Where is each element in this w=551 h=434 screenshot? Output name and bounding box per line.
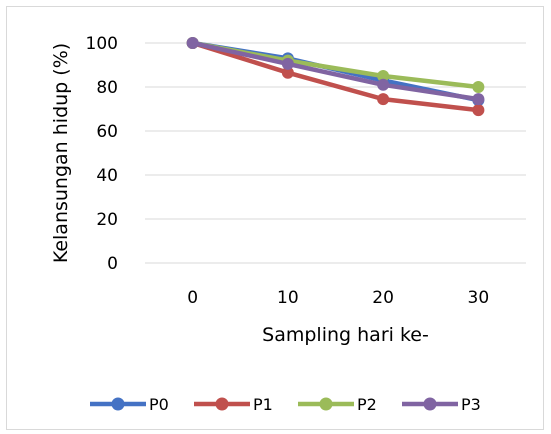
x-tick-labels: 0 10 20 30 [187, 288, 489, 308]
x-axis-title: Sampling hari ke- [262, 324, 429, 346]
x-tick-label: 30 [468, 288, 490, 308]
legend-marker [111, 397, 125, 411]
legend-label: P1 [253, 395, 273, 414]
data-point [472, 104, 485, 117]
data-point [377, 70, 390, 82]
x-tick-label: 0 [187, 288, 198, 308]
x-tick-label: 20 [372, 288, 394, 308]
legend-item-p1: P1 [194, 395, 273, 414]
legend-item-p0: P0 [90, 395, 169, 414]
data-point [377, 93, 390, 106]
series-line [191, 40, 479, 113]
legend-label: P3 [461, 395, 481, 414]
y-axis-title: Kelansungan hidup (%) [50, 43, 72, 263]
legend-item-p3: P3 [402, 395, 481, 414]
y-tick-label: 80 [96, 78, 118, 98]
y-tick-label: 40 [96, 166, 118, 186]
data-point [281, 57, 294, 70]
chart-frame [6, 6, 544, 430]
series-line [192, 40, 479, 90]
legend-marker [215, 397, 229, 411]
legend-label: P2 [357, 395, 377, 414]
y-tick-label: 0 [107, 254, 118, 274]
legend: P0 P1 P2 P3 [90, 395, 481, 414]
y-tick-label: 20 [96, 210, 118, 230]
legend-marker [319, 397, 333, 411]
legend-item-p2: P2 [298, 395, 377, 414]
series-lines [186, 37, 485, 117]
y-tick-label: 100 [86, 34, 118, 54]
series-line [192, 40, 479, 102]
data-point [186, 37, 199, 49]
y-tick-labels: 0 20 40 60 80 100 [86, 34, 118, 274]
series-p0 [186, 37, 485, 107]
data-point [281, 66, 294, 79]
series-p3 [186, 37, 485, 106]
y-tick-label: 60 [96, 122, 118, 142]
legend-marker [423, 397, 437, 411]
legend-label: P0 [149, 395, 169, 414]
data-point [472, 81, 485, 93]
data-point [472, 93, 485, 106]
x-tick-label: 10 [277, 288, 299, 308]
data-point [377, 78, 390, 91]
